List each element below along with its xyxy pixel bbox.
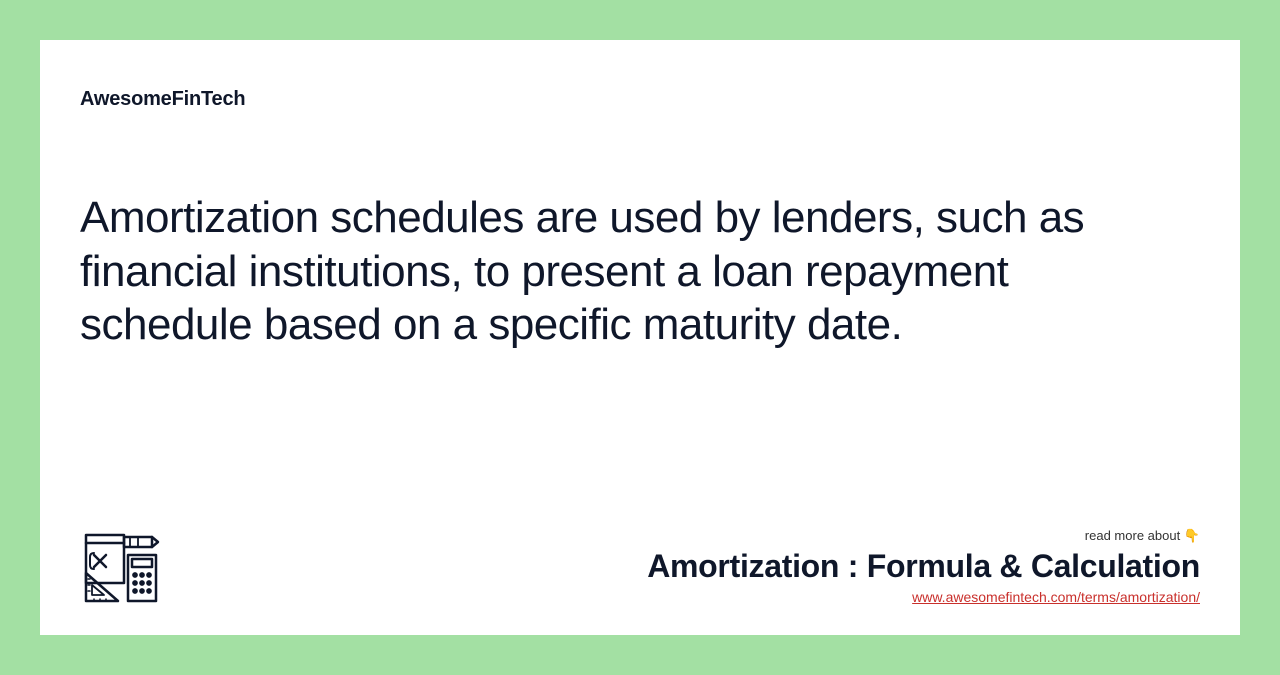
read-more-label: read more about 👇: [1085, 528, 1200, 544]
content-card: AwesomeFinTech Amortization schedules ar…: [40, 40, 1240, 635]
main-description: Amortization schedules are used by lende…: [80, 191, 1140, 352]
brand-name: AwesomeFinTech: [80, 88, 1200, 111]
source-url-link[interactable]: www.awesomefintech.com/terms/amortizatio…: [912, 589, 1200, 605]
footer-right: read more about 👇 Amortization : Formula…: [647, 528, 1200, 605]
math-tools-icon: [80, 525, 160, 605]
footer-row: read more about 👇 Amortization : Formula…: [80, 525, 1200, 605]
topic-title: Amortization : Formula & Calculation: [647, 548, 1200, 585]
